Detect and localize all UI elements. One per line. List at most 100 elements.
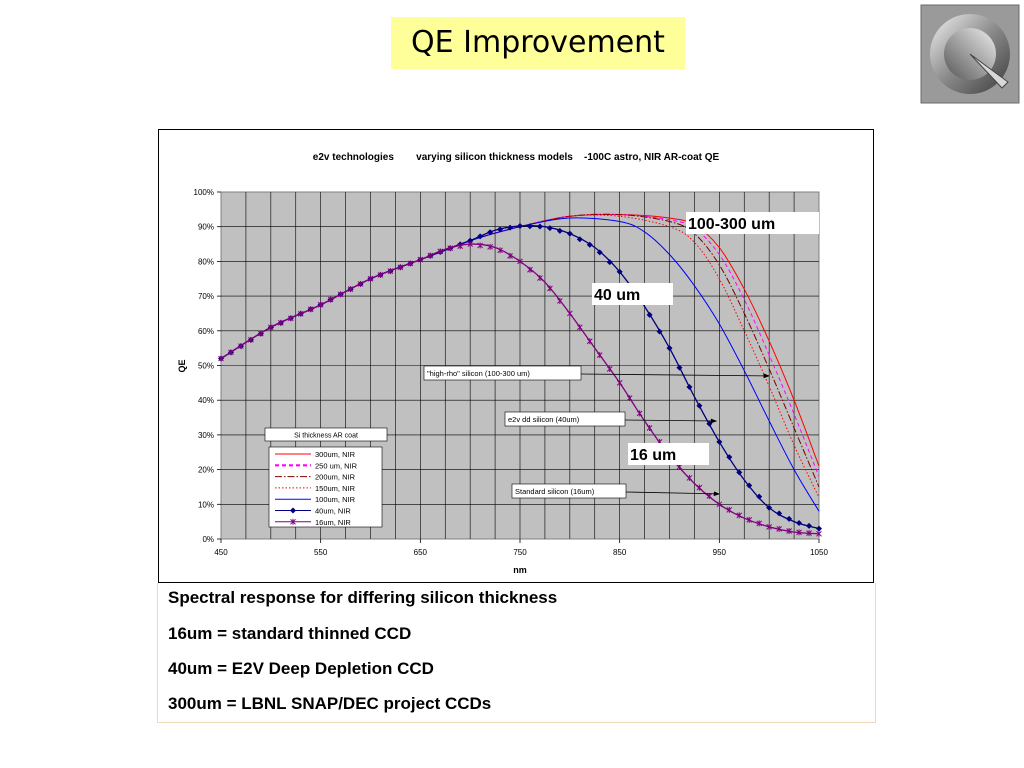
data-point-diamond xyxy=(776,510,783,517)
data-point-x xyxy=(258,330,264,337)
data-point-x xyxy=(228,349,234,356)
x-tick-label: 550 xyxy=(314,548,328,557)
note-line: 300um = LBNL SNAP/DEC project CCDs xyxy=(168,694,492,713)
y-tick-label: 10% xyxy=(198,500,214,509)
y-tick-label: 80% xyxy=(198,257,214,266)
legend-entry: 150um, NIR xyxy=(315,484,356,493)
annotation-text: "high-rho" silicon (100-300 um) xyxy=(427,369,530,378)
data-point-diamond xyxy=(517,223,523,230)
data-point-x xyxy=(696,484,703,491)
data-point-x xyxy=(586,338,593,345)
data-point-diamond xyxy=(686,384,693,391)
data-point-x xyxy=(626,395,633,402)
data-point-x xyxy=(367,275,374,282)
data-point-x xyxy=(397,264,404,271)
data-point-diamond xyxy=(487,229,494,236)
data-point-x xyxy=(297,310,304,317)
note-line: 16um = standard thinned CCD xyxy=(168,624,412,643)
y-tick-label: 100% xyxy=(194,188,214,197)
data-point-x xyxy=(467,241,474,248)
data-point-x xyxy=(816,530,822,537)
x-tick-label: 1050 xyxy=(810,548,828,557)
data-point-diamond xyxy=(556,227,563,234)
data-point-diamond xyxy=(806,522,813,529)
data-point-x xyxy=(357,280,364,287)
data-point-x xyxy=(756,520,763,527)
data-point-diamond xyxy=(716,438,723,445)
data-point-diamond xyxy=(606,259,613,266)
data-point-x xyxy=(277,319,284,326)
annotation-box xyxy=(504,411,626,427)
data-point-x xyxy=(317,301,324,308)
data-point-x xyxy=(387,268,394,275)
data-point-x xyxy=(766,523,773,530)
data-point-x xyxy=(527,266,533,273)
annotation-text: e2v dd silicon (40um) xyxy=(508,415,580,424)
series-line-150um-nir xyxy=(220,214,820,498)
data-point-x xyxy=(437,248,444,255)
legend-header-box xyxy=(264,427,388,442)
annotation-text: Standard silicon (16um) xyxy=(515,487,595,496)
data-point-x xyxy=(776,525,782,532)
annotation-box xyxy=(423,365,582,381)
data-point-diamond xyxy=(290,507,296,514)
legend-entry: 16um, NIR xyxy=(315,518,351,527)
data-point-diamond xyxy=(816,525,822,532)
legend-header: Si thickness AR coat xyxy=(294,433,358,440)
data-point-x xyxy=(218,355,224,362)
data-point-diamond xyxy=(596,249,603,256)
data-point-diamond xyxy=(526,223,533,230)
data-point-x xyxy=(606,365,613,372)
data-point-x xyxy=(726,506,733,513)
data-point-x xyxy=(507,252,513,259)
data-point-x xyxy=(347,286,354,293)
x-tick-label: 750 xyxy=(513,548,527,557)
data-point-x xyxy=(517,258,523,265)
data-point-x xyxy=(427,252,434,259)
data-point-diamond xyxy=(566,230,573,237)
data-point-x xyxy=(537,275,543,282)
data-point-x xyxy=(407,260,414,267)
data-point-diamond xyxy=(507,224,514,231)
data-point-x xyxy=(327,296,334,303)
x-tick-label: 850 xyxy=(613,548,627,557)
note-line: 40um = E2V Deep Depletion CCD xyxy=(168,659,434,678)
data-point-x xyxy=(796,529,802,536)
y-axis-label: QE xyxy=(177,359,187,372)
data-point-diamond xyxy=(746,482,753,489)
data-point-x xyxy=(806,530,812,537)
notes-box: Spectral response for differing silicon … xyxy=(157,583,876,723)
x-tick-label: 650 xyxy=(414,548,428,557)
data-point-diamond xyxy=(497,226,504,233)
data-point-x xyxy=(566,310,573,317)
annotation-arrow xyxy=(624,418,718,424)
callout-box xyxy=(628,443,709,465)
data-point-x xyxy=(557,297,563,304)
data-point-diamond xyxy=(477,233,484,240)
chart-title: e2v technologies varying silicon thickne… xyxy=(313,152,720,163)
data-point-diamond xyxy=(786,515,793,522)
callout-label: 100-300 um xyxy=(688,216,775,233)
legend-entry: 250 um, NIR xyxy=(315,461,358,470)
data-point-x xyxy=(477,242,483,249)
y-tick-label: 0% xyxy=(202,535,214,544)
y-tick-label: 90% xyxy=(198,223,214,232)
callout-label: 40 um xyxy=(594,287,640,304)
y-tick-label: 50% xyxy=(198,362,214,371)
data-point-x xyxy=(746,516,753,523)
data-point-diamond xyxy=(736,469,743,476)
data-point-x xyxy=(547,285,553,292)
data-point-diamond xyxy=(796,520,803,527)
data-point-diamond xyxy=(766,504,773,511)
chrome-circle-logo-icon xyxy=(920,4,1020,104)
data-point-diamond xyxy=(696,402,703,409)
data-point-x xyxy=(267,324,274,331)
data-point-x xyxy=(686,474,693,481)
data-point-x xyxy=(646,424,653,431)
annotation-arrow xyxy=(580,373,770,379)
data-point-x xyxy=(377,271,384,278)
data-point-diamond xyxy=(586,241,593,248)
data-point-x xyxy=(497,247,503,254)
data-point-x xyxy=(487,243,493,250)
data-point-x xyxy=(576,324,583,331)
